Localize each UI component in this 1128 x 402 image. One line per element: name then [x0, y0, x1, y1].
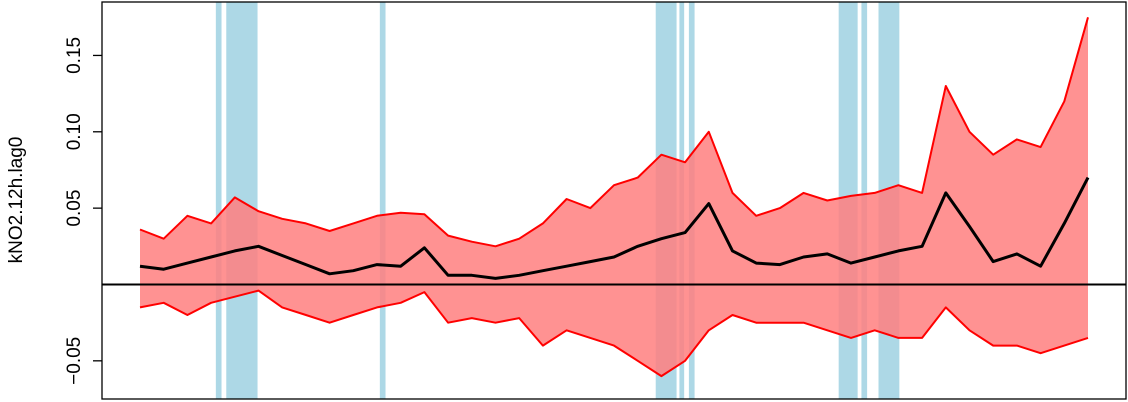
estimate-line-group	[139, 176, 1090, 280]
estimate-line	[139, 176, 1090, 280]
y-axis: −0.05 0.05 0.10 0.15	[64, 37, 102, 385]
shaded-period	[379, 2, 386, 399]
ci-band-area	[140, 17, 1088, 377]
y-tick-label: 0.10	[64, 113, 85, 150]
y-axis-title: kNO2.12h.lag0	[6, 137, 27, 264]
plot-frame	[101, 1, 1127, 400]
lower-bound-line	[139, 289, 1089, 378]
ci-band	[139, 17, 1089, 378]
y-tick-label: 0.15	[64, 37, 85, 74]
y-tick-label: −0.05	[64, 337, 85, 385]
y-tick-label: 0.05	[64, 190, 85, 227]
upper-bound-line	[139, 17, 1089, 248]
shaded-period	[215, 2, 222, 399]
